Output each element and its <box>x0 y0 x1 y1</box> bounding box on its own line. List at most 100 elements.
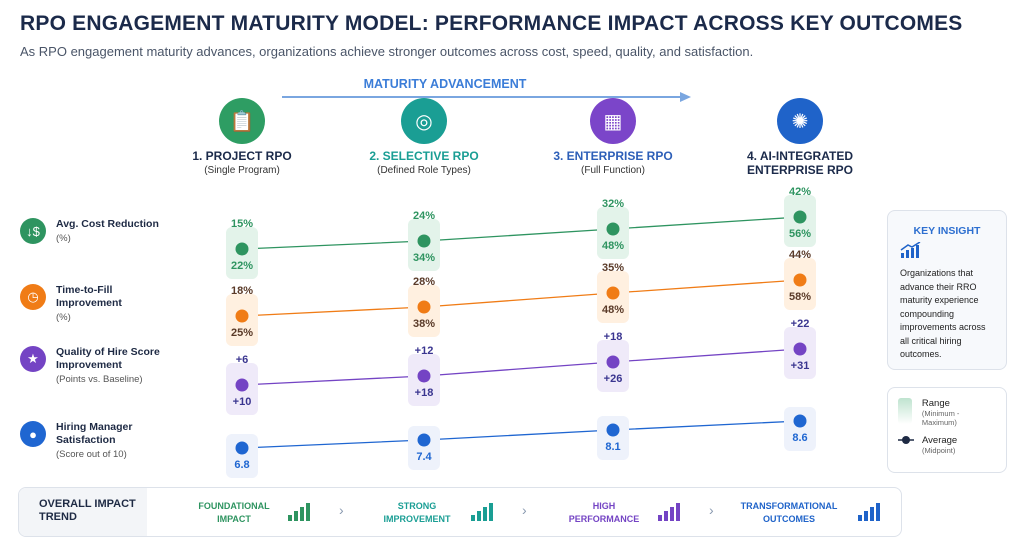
clock-icon: ◷ <box>20 284 46 310</box>
chevron-right-icon: › <box>522 502 527 518</box>
range-min-label: 42% <box>788 186 812 198</box>
bar-chart-icon <box>858 503 880 521</box>
metric-trend-line <box>241 348 801 386</box>
growth-chart-icon <box>900 241 921 258</box>
metric-name: Hiring Manager Satisfaction <box>56 421 133 446</box>
range-band <box>597 416 629 460</box>
range-min-label: 24% <box>412 210 436 222</box>
stage-name: 2. SELECTIVE RPO <box>369 149 479 163</box>
average-dot <box>606 355 620 369</box>
metric-name: Quality of Hire Score Improvement <box>56 346 160 371</box>
average-dot <box>235 309 249 323</box>
range-max-label: 48% <box>601 304 625 316</box>
average-dot <box>793 414 807 428</box>
range-max-label: 22% <box>230 260 254 272</box>
range-band <box>408 426 440 470</box>
range-max-label: +31 <box>790 360 810 372</box>
range-max-label: 25% <box>230 327 254 339</box>
trend-stage-text: STRONG IMPROVEMENT <box>383 501 451 524</box>
trend-stage: TRANSFORMATIONAL OUTCOMES <box>734 500 880 526</box>
legend-average: Average <box>922 435 958 446</box>
average-dot <box>793 273 807 287</box>
legend-range: Range <box>921 398 950 409</box>
range-max-label: +10 <box>232 396 252 408</box>
legend: Range (Minimum - Maximum) Average (Midpoin… <box>887 387 1007 473</box>
key-insight-card: KEY INSIGHT Organizations that advance t… <box>887 210 1007 370</box>
stage-1: 📋 1. PROJECT RPO (Single Program) <box>157 98 327 177</box>
page-subtitle: As RPO engagement maturity advances, org… <box>20 44 754 59</box>
clipboard-check-icon: 📋 <box>219 98 265 144</box>
trend-stage: STRONG IMPROVEMENT <box>377 500 493 526</box>
metric-unit: (Score out of 10) <box>56 449 127 460</box>
maturity-arrow-icon <box>282 92 691 102</box>
page-title: RPO ENGAGEMENT MATURITY MODEL: PERFORMAN… <box>20 12 963 35</box>
average-dot <box>606 286 620 300</box>
metric-trend-line <box>241 420 801 449</box>
average-dot <box>417 369 431 383</box>
star-icon: ★ <box>20 346 46 372</box>
range-max-label: 38% <box>412 318 436 330</box>
range-min-label: +18 <box>603 331 623 343</box>
range-max-label: 48% <box>601 240 625 252</box>
metric-label: ★ Quality of Hire Score Improvement (Poin… <box>20 346 176 385</box>
range-band <box>784 407 816 451</box>
range-min-label: 35% <box>601 262 625 274</box>
range-max-label: 8.6 <box>792 432 808 444</box>
metric-trend-line <box>241 279 801 317</box>
average-dot <box>235 242 249 256</box>
trend-stage-text: TRANSFORMATIONAL OUTCOMES <box>740 501 838 524</box>
stage-name: 1. PROJECT RPO <box>192 149 292 163</box>
range-min-label: 18% <box>230 285 254 297</box>
average-dot <box>793 342 807 356</box>
trend-stage-text: FOUNDATIONAL IMPACT <box>198 501 270 524</box>
metric-unit: (Points vs. Baseline) <box>56 374 143 385</box>
range-min-label: 32% <box>601 198 625 210</box>
average-dot <box>606 222 620 236</box>
user-icon: ● <box>20 421 46 447</box>
trend-label: OVERALL IMPACT TREND <box>19 488 147 536</box>
stage-name: 4. AI-INTEGRATED ENTERPRISE RPO <box>746 149 854 177</box>
range-max-label: 6.8 <box>234 459 250 471</box>
range-max-label: 7.4 <box>416 451 432 463</box>
range-max-label: +26 <box>603 373 623 385</box>
target-icon: ◎ <box>401 98 447 144</box>
metric-label: ● Hiring Manager Satisfaction (Score out … <box>20 421 176 460</box>
metric-name: Time-to-Fill Improvement <box>56 284 122 309</box>
range-min-label: 44% <box>788 249 812 261</box>
average-dot <box>417 300 431 314</box>
building-icon: ▦ <box>590 98 636 144</box>
range-band <box>226 434 258 478</box>
range-max-label: 34% <box>412 252 436 264</box>
stage-3: ▦ 3. ENTERPRISE RPO (Full Function) <box>528 98 698 177</box>
range-min-label: +6 <box>235 354 249 366</box>
metric-name: Avg. Cost Reduction <box>56 218 159 230</box>
legend-average-sub: (Midpoint) <box>922 446 956 455</box>
average-dot <box>235 378 249 392</box>
legend-range-sub: (Minimum - Maximum) <box>921 409 960 427</box>
brain-icon: ✺ <box>777 98 823 144</box>
cost-down-icon: ↓$ <box>20 218 46 244</box>
range-min-label: +22 <box>790 318 810 330</box>
stage-subtitle: (Defined Role Types) <box>377 165 471 176</box>
stage-subtitle: (Single Program) <box>204 165 280 176</box>
average-dot <box>235 441 249 455</box>
average-marker-icon <box>898 436 914 444</box>
metric-label: ↓$ Avg. Cost Reduction (%) <box>20 218 176 244</box>
average-dot <box>417 234 431 248</box>
chevron-right-icon: › <box>339 502 344 518</box>
stage-subtitle: (Full Function) <box>581 165 645 176</box>
range-min-label: +12 <box>414 345 434 357</box>
range-max-label: 56% <box>788 228 812 240</box>
average-dot <box>606 423 620 437</box>
metric-unit: (%) <box>56 233 71 244</box>
metric-label: ◷ Time-to-Fill Improvement (%) <box>20 284 176 323</box>
chevron-right-icon: › <box>709 502 714 518</box>
key-insight-title: KEY INSIGHT <box>913 225 981 237</box>
stage-4: ✺ 4. AI-INTEGRATED ENTERPRISE RPO <box>715 98 885 179</box>
trend-stage: FOUNDATIONAL IMPACT <box>194 500 310 526</box>
bar-chart-icon <box>288 503 310 521</box>
stage-name: 3. ENTERPRISE RPO <box>553 149 673 163</box>
bar-chart-icon <box>658 503 680 521</box>
range-min-label: 15% <box>230 218 254 230</box>
